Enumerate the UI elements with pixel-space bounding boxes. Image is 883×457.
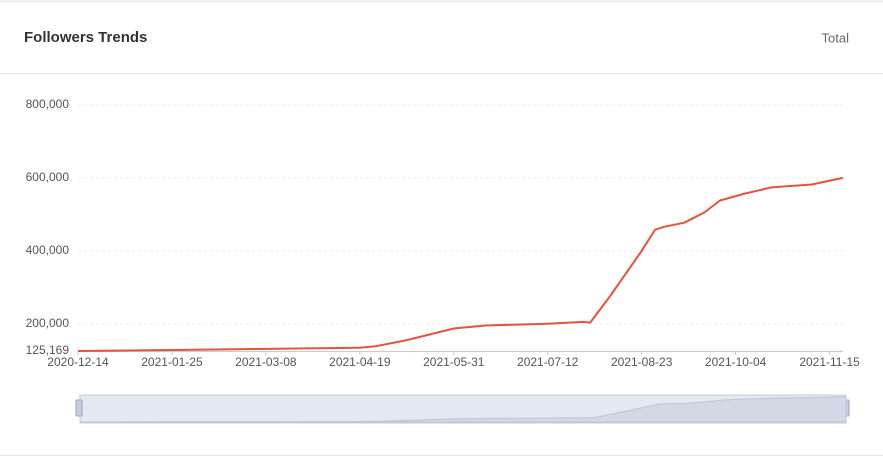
x-tick-label: 2021-11-15	[799, 355, 860, 369]
x-tick-label: 2021-01-25	[141, 355, 203, 369]
y-tick-label: 600,000	[26, 170, 70, 184]
overview-area	[79, 396, 847, 423]
card-title: Followers Trends	[24, 29, 147, 46]
y-tick-label: 400,000	[26, 243, 70, 257]
y-tick-label: 800,000	[26, 97, 70, 111]
y-tick-label: 125,169	[26, 343, 70, 357]
x-tick-label: 2021-07-12	[517, 355, 579, 369]
slider-handle[interactable]	[75, 399, 83, 417]
x-tick-label: 2020-12-14	[47, 355, 109, 369]
x-tick-label: 2021-10-04	[705, 355, 767, 369]
x-tick-label: 2021-05-31	[423, 355, 485, 369]
x-tick-label: 2021-08-23	[611, 355, 673, 369]
x-tick-label: 2021-03-08	[235, 355, 297, 369]
y-tick-label: 200,000	[26, 316, 70, 330]
mode-toggle[interactable]: Total	[822, 30, 850, 45]
top-band	[0, 0, 883, 3]
x-tick-label: 2021-04-19	[329, 355, 391, 369]
line-series	[77, 176, 844, 352]
